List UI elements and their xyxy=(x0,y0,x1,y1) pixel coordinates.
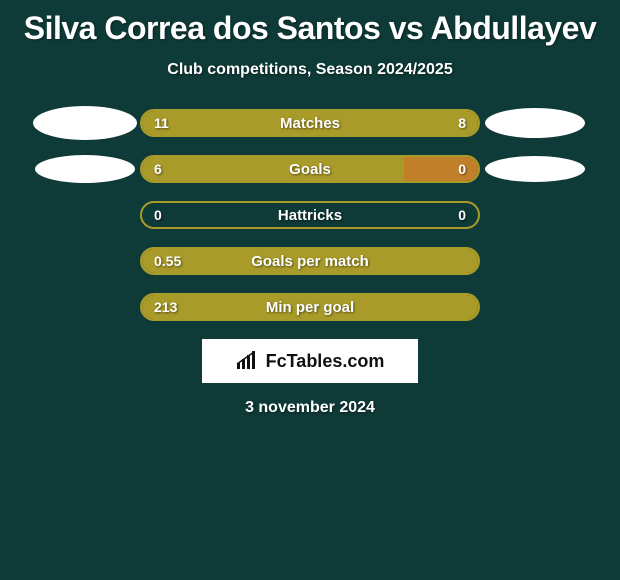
stat-value-right: 0 xyxy=(458,207,466,223)
stat-row: 0 Hattricks 0 xyxy=(0,201,620,229)
stat-row: 0.55 Goals per match xyxy=(0,247,620,275)
stat-row: 213 Min per goal xyxy=(0,293,620,321)
player-avatar-left xyxy=(35,155,135,183)
stat-bar: 0.55 Goals per match xyxy=(140,247,480,275)
date-label: 3 november 2024 xyxy=(0,399,620,417)
stat-label: Min per goal xyxy=(142,299,478,316)
avatar-left-slot xyxy=(30,106,140,140)
avatar-right-slot xyxy=(480,156,590,182)
stat-label: Hattricks xyxy=(142,207,478,224)
stat-row: 6 Goals 0 xyxy=(0,155,620,183)
player-avatar-right xyxy=(485,156,585,182)
stat-row: 11 Matches 8 xyxy=(0,109,620,137)
stat-bar: 213 Min per goal xyxy=(140,293,480,321)
logo-text: FcTables.com xyxy=(266,351,385,372)
stat-label: Goals xyxy=(142,161,478,178)
player-avatar-right xyxy=(485,108,585,138)
page-title: Silva Correa dos Santos vs Abdullayev xyxy=(0,0,620,47)
stat-bar: 6 Goals 0 xyxy=(140,155,480,183)
stat-label: Goals per match xyxy=(142,253,478,270)
avatar-left-slot xyxy=(30,155,140,183)
stat-bar: 0 Hattricks 0 xyxy=(140,201,480,229)
logo-box: FcTables.com xyxy=(202,339,418,383)
barchart-icon xyxy=(236,351,260,371)
subtitle: Club competitions, Season 2024/2025 xyxy=(0,61,620,79)
avatar-right-slot xyxy=(480,108,590,138)
stat-value-right: 0 xyxy=(458,161,466,177)
stat-value-right: 8 xyxy=(458,115,466,131)
stat-bar: 11 Matches 8 xyxy=(140,109,480,137)
player-avatar-left xyxy=(33,106,137,140)
stat-rows: 11 Matches 8 6 Goals 0 0 Hattricks xyxy=(0,109,620,321)
stat-label: Matches xyxy=(142,115,478,132)
